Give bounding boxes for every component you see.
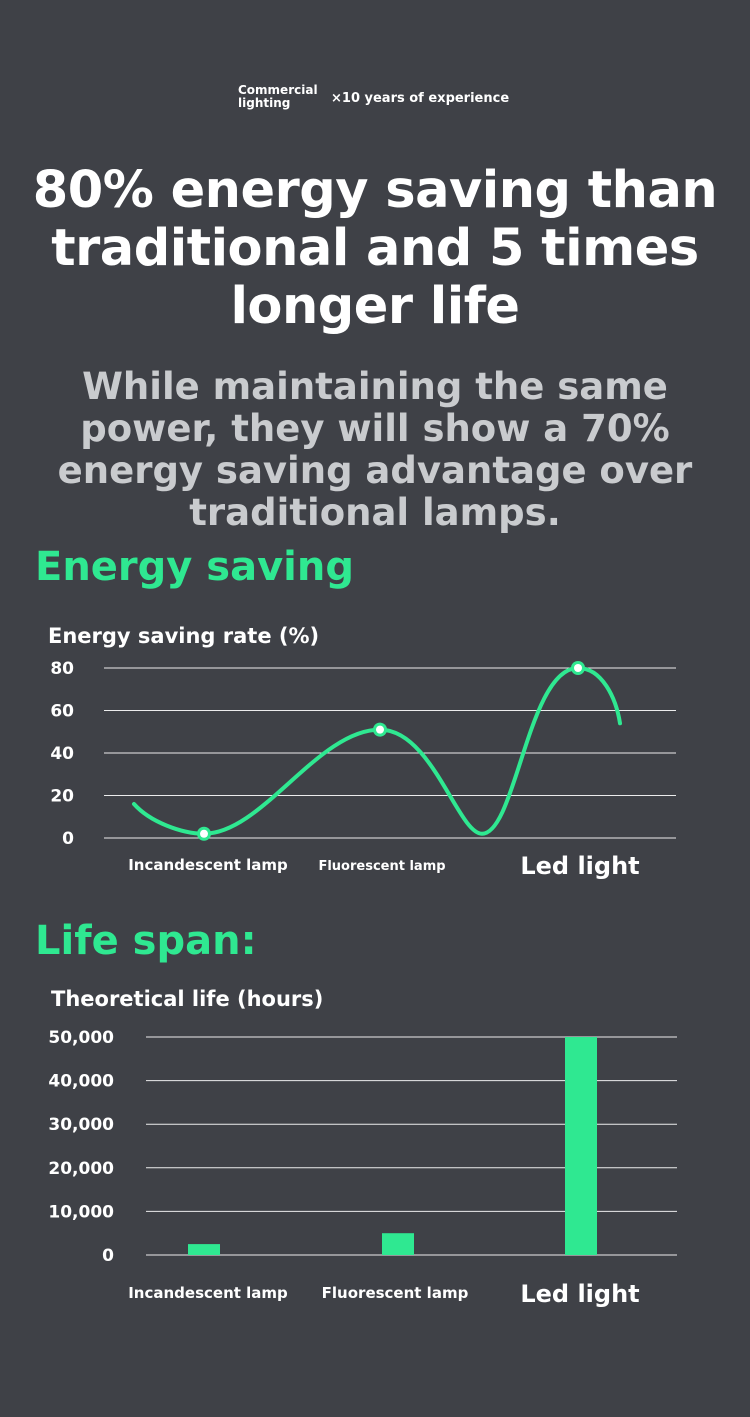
energy-point-center-2	[376, 725, 384, 734]
brand-label: Commercial lighting	[238, 84, 318, 110]
life-chart-title: Theoretical life (hours)	[51, 987, 324, 1011]
energy-point-center-3	[574, 664, 582, 672]
energy-y-tick-label: 60	[50, 702, 74, 722]
energy-saving-line	[132, 665, 622, 836]
life-bar-2	[382, 1233, 414, 1255]
energy-y-tick-label: 20	[50, 787, 74, 807]
energy-x-tick-label: Fluorescent lamp	[318, 859, 445, 874]
life-y-tick-label: 0	[102, 1246, 114, 1266]
life-bar-3	[565, 1037, 597, 1255]
life-y-tick-label: 10,000	[48, 1202, 114, 1222]
life-y-tick-label: 20,000	[48, 1159, 114, 1179]
life-x-tick-label: Led light	[520, 1280, 639, 1308]
subheadline: While maintaining the same power, they w…	[57, 365, 693, 534]
energy-x-tick-label: Incandescent lamp	[128, 856, 288, 874]
life-bar-1	[188, 1244, 220, 1255]
life-y-tick-label: 40,000	[48, 1072, 114, 1092]
life-x-tick-label: Fluorescent lamp	[322, 1284, 469, 1302]
energy-y-tick-label: 40	[50, 744, 74, 764]
brand-line2: lighting	[238, 96, 291, 110]
energy-y-tick-label: 0	[62, 829, 74, 849]
energy-section-title: Energy saving	[35, 544, 354, 590]
life-x-tick-label: Incandescent lamp	[128, 1284, 288, 1302]
energy-chart-title: Energy saving rate (%)	[48, 624, 320, 648]
life-y-tick-label: 50,000	[48, 1028, 114, 1048]
energy-point-center-1	[200, 829, 208, 838]
brand-line1: Commercial	[238, 83, 318, 97]
energy-x-tick-label: Led light	[520, 852, 639, 880]
life-section-title: Life span:	[35, 918, 257, 964]
energy-y-tick-label: 80	[50, 659, 74, 679]
experience-label: ×10 years of experience	[331, 91, 510, 106]
headline: 80% energy saving than traditional and 5…	[32, 161, 718, 336]
life-y-tick-label: 30,000	[48, 1115, 114, 1135]
